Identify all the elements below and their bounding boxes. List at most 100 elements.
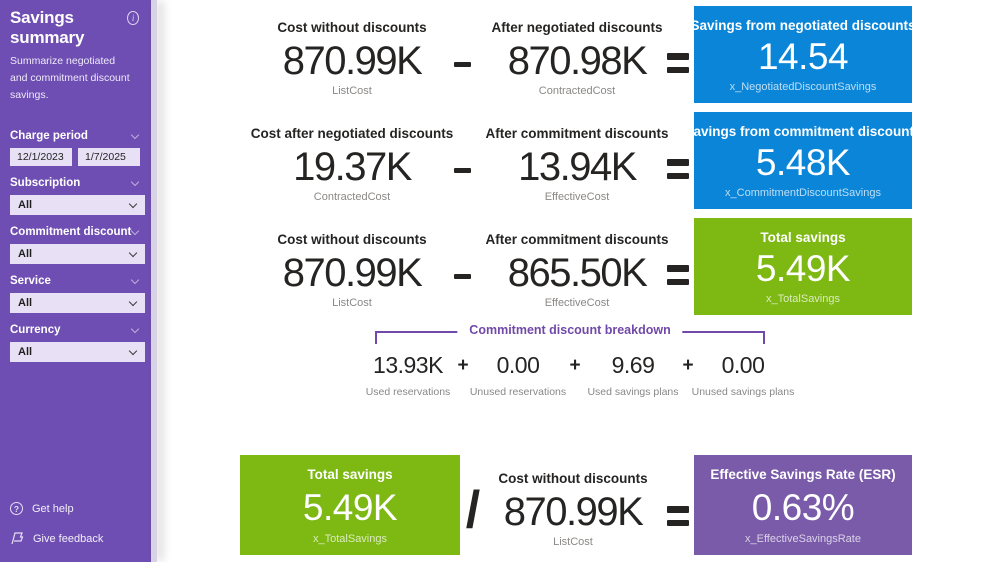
breakdown-label: Used savings plans xyxy=(587,386,679,398)
kpi-value: 870.98K xyxy=(507,39,648,83)
filter-commitment-discount-header[interactable]: Commitment discount xyxy=(10,226,141,238)
card-value: 5.48K xyxy=(755,142,851,183)
breakdown-title: Commitment discount breakdown xyxy=(457,323,683,337)
filter-currency: Currency All xyxy=(10,324,145,363)
breakdown-label: Unused savings plans xyxy=(691,386,795,398)
card-title: Total savings xyxy=(760,230,846,245)
get-help-link[interactable]: ? Get help xyxy=(10,502,145,515)
kpi-after-commitment-discounts: After commitment discounts 865.50K Effec… xyxy=(467,218,687,315)
kpi-measure-name: EffectiveCost xyxy=(544,191,610,203)
card-negotiated-discount-savings: Savings from negotiated discounts 14.54 … xyxy=(690,6,916,103)
kpi-cost-after-negotiated-discounts: Cost after negotiated discounts 19.37K C… xyxy=(242,112,462,209)
breakdown-value: 0.00 xyxy=(721,352,765,378)
start-date-input[interactable]: 12/1/2023 xyxy=(10,148,72,167)
card-total-savings: Total savings 5.49K x_TotalSavings xyxy=(240,455,460,555)
filter-subscription-header[interactable]: Subscription xyxy=(10,177,141,189)
kpi-after-negotiated-discounts: After negotiated discounts 870.98K Contr… xyxy=(467,6,687,103)
filter-subscription: Subscription All xyxy=(10,177,145,216)
filter-charge-period: Charge period 12/1/2023 1/7/2025 xyxy=(10,130,141,167)
give-feedback-label: Give feedback xyxy=(33,532,104,545)
equals-operator xyxy=(662,53,694,73)
kpi-title: After commitment discounts xyxy=(485,232,669,247)
kpi-value: 13.94K xyxy=(518,145,637,189)
chevron-down-icon xyxy=(128,346,138,356)
kpi-value: 19.37K xyxy=(293,145,412,189)
equals-icon xyxy=(667,519,689,526)
kpi-cost-without-discounts: Cost without discounts 870.99K ListCost xyxy=(493,455,653,555)
minus-icon xyxy=(453,274,471,279)
page-title: Savings summary xyxy=(10,8,85,47)
equals-icon xyxy=(667,278,689,285)
kpi-after-commitment-discounts: After commitment discounts 13.94K Effect… xyxy=(467,112,687,209)
kpi-row-effective-savings-rate: Total savings 5.49K x_TotalSavings / Cos… xyxy=(0,455,999,555)
kpi-title: Cost after negotiated discounts xyxy=(250,126,454,141)
equals-icon xyxy=(667,172,689,179)
kpi-measure-name: ContractedCost xyxy=(313,191,391,203)
give-feedback-link[interactable]: Give feedback xyxy=(10,532,145,545)
card-title: Total savings xyxy=(307,467,393,482)
kpi-value: 870.99K xyxy=(503,489,644,534)
subscription-select[interactable]: All xyxy=(10,195,145,216)
kpi-measure-name: ListCost xyxy=(553,535,593,548)
feedback-icon xyxy=(10,532,24,545)
selected-value: All xyxy=(18,346,33,359)
kpi-row-total-savings: Cost without discounts 870.99K ListCost … xyxy=(0,218,999,315)
card-title: Savings from commitment discounts xyxy=(684,124,922,139)
breakdown-value: 0.00 xyxy=(496,352,540,378)
equals-operator xyxy=(662,506,694,526)
kpi-measure-name: ListCost xyxy=(332,85,372,97)
kpi-measure-name: ListCost xyxy=(332,297,372,309)
filter-service: Service All xyxy=(10,275,145,314)
page-description: Summarize negotiated and commitment disc… xyxy=(10,55,130,101)
info-icon[interactable]: i xyxy=(127,11,139,25)
get-help-label: Get help xyxy=(32,502,74,515)
end-date-input[interactable]: 1/7/2025 xyxy=(78,148,140,167)
filter-charge-period-header[interactable]: Charge period xyxy=(10,130,141,142)
kpi-row-negotiated-savings: Cost without discounts 870.99K ListCost … xyxy=(0,6,999,103)
kpi-cost-without-discounts: Cost without discounts 870.99K ListCost xyxy=(242,218,462,315)
breakdown-unused-savings-plans: 0.00 Unused savings plans xyxy=(678,352,808,398)
filter-service-header[interactable]: Service xyxy=(10,275,141,287)
chevron-down-icon xyxy=(130,324,140,334)
equals-operator xyxy=(662,159,694,179)
card-effective-savings-rate: Effective Savings Rate (ESR) 0.63% x_Eff… xyxy=(694,455,912,555)
card-value: 0.63% xyxy=(751,486,855,528)
sidebar-scrollbar[interactable] xyxy=(151,0,157,562)
kpi-title: Cost without discounts xyxy=(498,470,648,486)
service-select[interactable]: All xyxy=(10,293,145,314)
filter-commitment-discount: Commitment discount All xyxy=(10,226,145,265)
card-value: 14.54 xyxy=(757,36,849,77)
breakdown-used-reservations: 13.93K Used reservations xyxy=(343,352,473,398)
equals-icon xyxy=(667,506,689,513)
breakdown-bracket: Commitment discount breakdown xyxy=(375,323,765,344)
kpi-measure-name: ContractedCost xyxy=(538,85,616,97)
breakdown-label: Unused reservations xyxy=(469,386,567,398)
filter-currency-header[interactable]: Currency xyxy=(10,324,141,336)
commitment-discount-select[interactable]: All xyxy=(10,244,145,265)
filter-label: Charge period xyxy=(10,130,88,143)
equals-operator xyxy=(662,265,694,285)
minus-operator xyxy=(447,168,477,173)
filter-label: Commitment discount xyxy=(10,226,132,239)
breakdown-unused-reservations: 0.00 Unused reservations xyxy=(453,352,583,398)
minus-icon xyxy=(453,168,471,173)
sidebar-header: Savings summary i xyxy=(0,0,151,48)
plus-operator: + xyxy=(569,355,581,376)
equals-icon xyxy=(667,66,689,73)
kpi-title: After negotiated discounts xyxy=(491,20,663,35)
kpi-cost-without-discounts: Cost without discounts 870.99K ListCost xyxy=(242,6,462,103)
plus-operator: + xyxy=(457,355,469,376)
card-measure-name: x_EffectiveSavingsRate xyxy=(745,533,861,545)
equals-icon xyxy=(667,53,689,60)
minus-operator xyxy=(447,274,477,279)
date-range: 12/1/2023 1/7/2025 xyxy=(10,148,141,167)
card-value: 5.49K xyxy=(755,248,851,289)
card-measure-name: x_CommitmentDiscountSavings xyxy=(725,187,881,199)
card-commitment-discount-savings: Savings from commitment discounts 5.48K … xyxy=(684,112,922,209)
breakdown-used-savings-plans: 9.69 Used savings plans xyxy=(568,352,698,398)
currency-select[interactable]: All xyxy=(10,342,145,363)
minus-operator xyxy=(447,62,477,67)
card-measure-name: x_TotalSavings xyxy=(313,533,387,545)
equals-icon xyxy=(667,265,689,272)
selected-value: All xyxy=(18,248,33,261)
